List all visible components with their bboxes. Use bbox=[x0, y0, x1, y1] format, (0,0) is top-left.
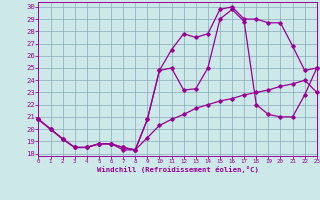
X-axis label: Windchill (Refroidissement éolien,°C): Windchill (Refroidissement éolien,°C) bbox=[97, 166, 259, 173]
